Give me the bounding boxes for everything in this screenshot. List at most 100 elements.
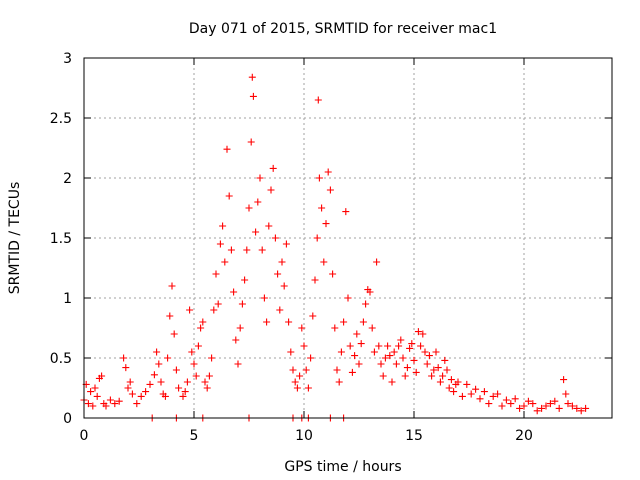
x-tick-label: 15 (405, 428, 423, 444)
y-tick-labels: 0 0.5 1 1.5 2 2.5 3 (50, 51, 72, 427)
data-point (311, 276, 319, 284)
data-point (414, 328, 422, 336)
data-point (314, 96, 322, 104)
data-point (366, 288, 374, 296)
data-point (168, 282, 176, 290)
data-point (197, 324, 205, 332)
data-point (359, 318, 367, 326)
data-point (538, 404, 546, 412)
data-point (320, 258, 328, 266)
data-point (128, 390, 136, 398)
data-point (126, 378, 134, 386)
data-point (344, 294, 352, 302)
data-point (392, 360, 400, 368)
data-point (560, 376, 568, 384)
data-point (254, 198, 262, 206)
x-tick-label: 0 (80, 428, 89, 444)
data-point (120, 354, 128, 362)
data-point (318, 204, 326, 212)
x-tick-labels: 0 5 10 15 20 (80, 428, 533, 444)
data-point (102, 402, 110, 410)
data-point (265, 222, 273, 230)
data-point (333, 366, 341, 374)
data-point (249, 92, 257, 100)
data-point (480, 388, 488, 396)
data-point (201, 378, 209, 386)
data-point (157, 378, 165, 386)
y-tick-label: 3 (63, 51, 72, 67)
data-point (498, 402, 506, 410)
data-point (271, 234, 279, 242)
data-point (324, 168, 332, 176)
data-point (551, 397, 559, 405)
y-tick-label: 0 (63, 411, 72, 427)
data-point (335, 378, 343, 386)
data-point (516, 404, 524, 412)
data-point (179, 392, 187, 400)
x-tick-label: 10 (295, 428, 313, 444)
data-point (238, 300, 246, 308)
data-point (122, 364, 130, 372)
data-point (304, 384, 312, 392)
data-point (263, 318, 271, 326)
y-tick-label: 1 (63, 291, 72, 307)
data-point (472, 385, 480, 393)
data-point (357, 340, 365, 348)
data-point (98, 372, 106, 380)
data-point (212, 270, 220, 278)
data-point (390, 348, 398, 356)
data-point (331, 324, 339, 332)
data-point (577, 407, 585, 415)
data-point (91, 384, 99, 392)
data-point (190, 360, 198, 368)
data-point (412, 368, 420, 376)
data-point (248, 73, 256, 81)
data-point (227, 246, 235, 254)
data-point (115, 397, 123, 405)
data-point (293, 384, 301, 392)
data-point (485, 400, 493, 408)
data-points (80, 73, 590, 422)
data-point (216, 240, 224, 248)
grid-lines (84, 58, 612, 418)
data-point (329, 270, 337, 278)
data-point (388, 378, 396, 386)
data-point (337, 348, 345, 356)
data-point (353, 330, 361, 338)
data-point (203, 384, 211, 392)
data-point (436, 378, 444, 386)
data-point (111, 400, 119, 408)
data-point (287, 348, 295, 356)
data-point (247, 138, 255, 146)
data-point (445, 384, 453, 392)
data-point (87, 388, 95, 396)
data-point (564, 400, 572, 408)
data-point (377, 360, 385, 368)
y-tick-label: 2.5 (50, 111, 72, 127)
data-point (476, 395, 484, 403)
data-point (298, 324, 306, 332)
data-point (225, 192, 233, 200)
data-point (258, 246, 266, 254)
data-point (346, 342, 354, 350)
data-point (124, 384, 132, 392)
data-point (419, 330, 427, 338)
data-point (170, 330, 178, 338)
data-point (463, 380, 471, 388)
data-point (379, 372, 387, 380)
data-point (441, 356, 449, 364)
data-point (315, 174, 323, 182)
data-point (342, 208, 350, 216)
data-point (276, 306, 284, 314)
data-point (300, 342, 308, 350)
data-point (355, 360, 363, 368)
data-point (236, 324, 244, 332)
data-point (230, 288, 238, 296)
data-point (423, 360, 431, 368)
data-point (362, 300, 370, 308)
data-point (443, 366, 451, 374)
data-point (428, 372, 436, 380)
y-tick-label: 2 (63, 171, 72, 187)
x-tick-label: 20 (515, 428, 533, 444)
data-point (401, 372, 409, 380)
